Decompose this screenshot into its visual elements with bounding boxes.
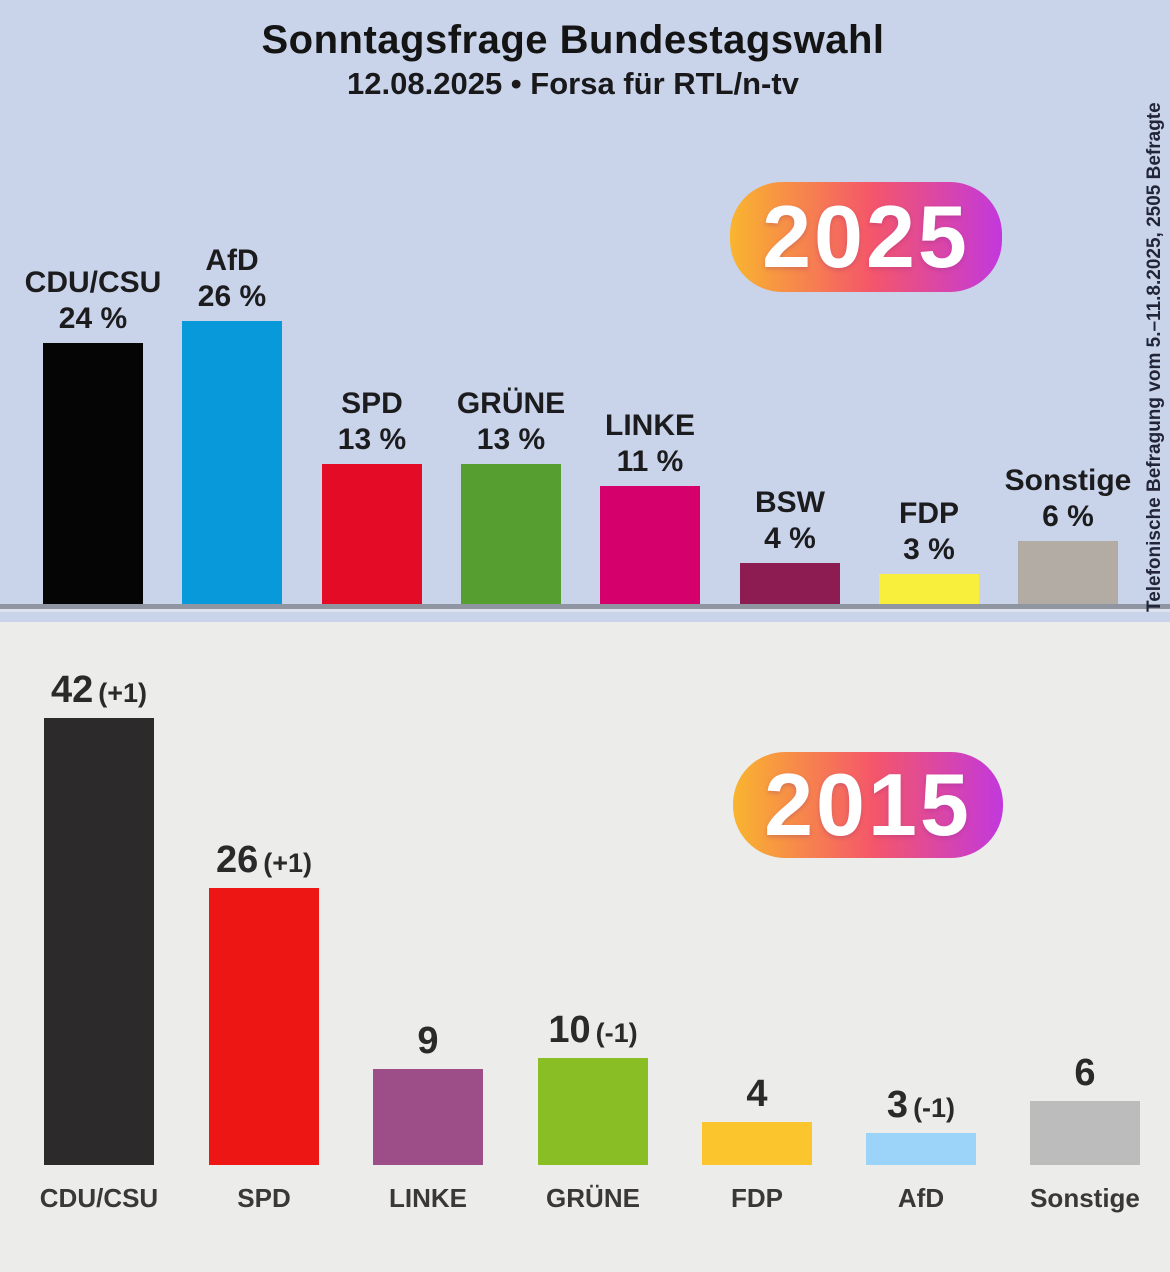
bar-2025-spd <box>322 464 422 607</box>
value-2015-linke: 9 <box>417 1020 439 1062</box>
bar-2015-afd <box>866 1133 976 1165</box>
value-2015-fdp: 4 <box>746 1073 768 1115</box>
axis-label-2015-fdp: FDP <box>731 1183 783 1213</box>
bar-2015-gr-ne <box>538 1058 648 1165</box>
label-2025-gr-ne: GRÜNE 13 % <box>456 387 566 456</box>
bar-2025-cdu-csu <box>43 343 143 607</box>
year-badge-2025: 2025 <box>730 182 1002 292</box>
label-2025-afd: AfD 26 % <box>197 244 267 313</box>
bar-2025-sonstige <box>1018 541 1118 607</box>
panel-2015 <box>0 622 1170 1272</box>
label-2025-linke: LINKE 11 % <box>605 409 695 478</box>
label-2025-bsw: BSW 4 % <box>755 486 825 555</box>
axis-label-2015-linke: LINKE <box>389 1183 467 1213</box>
bar-2025-linke <box>600 486 700 607</box>
axis-baseline-2025 <box>0 604 1170 609</box>
bar-2015-fdp <box>702 1122 812 1165</box>
survey-method-note: Telefonische Befragung vom 5.–11.8.2025,… <box>1144 102 1165 612</box>
bar-2025-bsw <box>740 563 840 607</box>
bar-2015-spd <box>209 888 319 1165</box>
label-2025-spd: SPD 13 % <box>337 387 407 456</box>
label-2025-fdp: FDP 3 % <box>899 497 959 566</box>
value-2015-spd: 26 (+1) <box>215 839 313 881</box>
page-subtitle: 12.08.2025 • Forsa für RTL/n-tv <box>347 66 799 101</box>
axis-label-2015-sonstige: Sonstige <box>1030 1183 1140 1213</box>
value-2015-sonstige: 6 <box>1074 1052 1096 1094</box>
label-2025-sonstige: Sonstige 6 % <box>1004 464 1132 533</box>
bar-2015-linke <box>373 1069 483 1165</box>
bar-2025-afd <box>182 321 282 607</box>
bar-2025-fdp <box>879 574 979 607</box>
value-2015-afd: 3 (-1) <box>886 1084 956 1126</box>
bar-2025-gr-ne <box>461 464 561 607</box>
bar-2015-sonstige <box>1030 1101 1140 1165</box>
value-2015-gr-ne: 10 (-1) <box>548 1009 638 1051</box>
axis-label-2015-spd: SPD <box>237 1183 291 1213</box>
bar-2015-cdu-csu <box>44 718 154 1165</box>
axis-label-2015-gr-ne: GRÜNE <box>546 1183 640 1213</box>
axis-baseline-highlight <box>0 609 1170 612</box>
year-badge-2015: 2015 <box>733 752 1003 858</box>
page-title: Sonntagsfrage Bundestagswahl <box>261 18 885 62</box>
axis-label-2015-cdu-csu: CDU/CSU <box>39 1183 159 1213</box>
value-2015-cdu-csu: 42 (+1) <box>50 669 148 711</box>
label-2025-cdu-csu: CDU/CSU 24 % <box>24 266 162 335</box>
axis-label-2015-afd: AfD <box>897 1183 945 1213</box>
